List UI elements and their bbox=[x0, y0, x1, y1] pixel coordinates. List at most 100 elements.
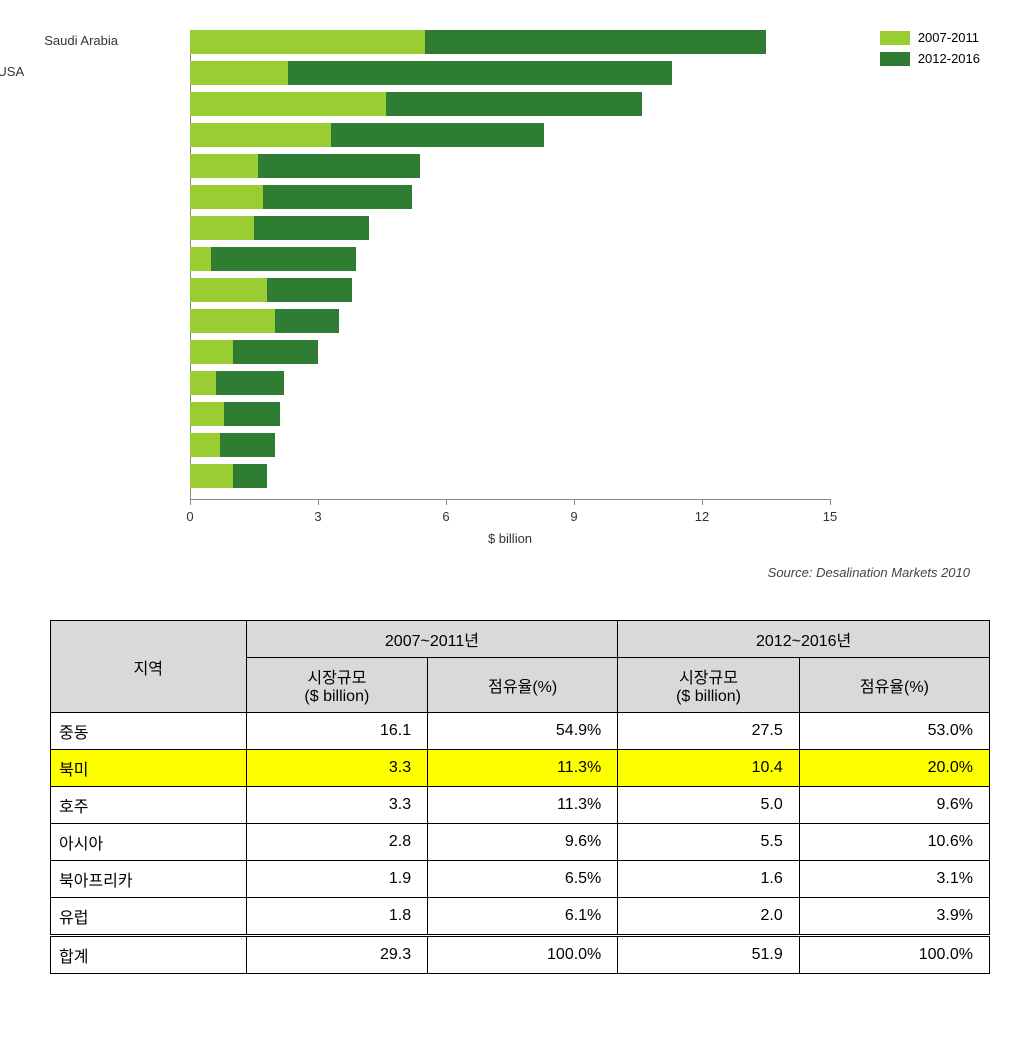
bar-segment bbox=[220, 433, 275, 457]
cell-share1: 11.3% bbox=[428, 787, 618, 824]
table-row: 아시아2.89.6%5.510.6% bbox=[51, 824, 990, 861]
col-group2-header: 2012~2016년 bbox=[618, 621, 990, 658]
bar-segment bbox=[233, 340, 318, 364]
legend-item: 2007-2011 bbox=[880, 30, 980, 45]
cell-share2: 100.0% bbox=[799, 936, 989, 974]
bar-segment bbox=[263, 185, 412, 209]
market-table: 지역 2007~2011년 2012~2016년 시장규모($ billion)… bbox=[50, 620, 990, 974]
table-total-row: 합계29.3100.0%51.9100.0% bbox=[51, 936, 990, 974]
bar-segment bbox=[190, 278, 267, 302]
cell-size1: 29.3 bbox=[246, 936, 427, 974]
cell-size2: 51.9 bbox=[618, 936, 799, 974]
bar-row: Israel bbox=[190, 216, 369, 240]
x-tick bbox=[830, 499, 831, 505]
x-tick-label: 3 bbox=[314, 509, 321, 524]
cell-size1: 2.8 bbox=[246, 824, 427, 861]
bar-segment bbox=[190, 309, 275, 333]
bar-row: UAE bbox=[190, 92, 642, 116]
cell-share1: 6.5% bbox=[428, 861, 618, 898]
cell-region: 호주 bbox=[51, 787, 247, 824]
x-axis-title: $ billion bbox=[488, 531, 532, 546]
table-row: 중동16.154.9%27.553.0% bbox=[51, 713, 990, 750]
bar-segment bbox=[190, 340, 233, 364]
col-share2-header: 점유율(%) bbox=[799, 658, 989, 713]
cell-share2: 53.0% bbox=[799, 713, 989, 750]
cell-size2: 5.5 bbox=[618, 824, 799, 861]
cell-size1: 3.3 bbox=[246, 787, 427, 824]
bar-segment bbox=[267, 278, 352, 302]
table-row: 호주3.311.3%5.09.6% bbox=[51, 787, 990, 824]
bar-segment bbox=[258, 154, 420, 178]
bar-row: Australia bbox=[190, 123, 544, 147]
legend-item: 2012-2016 bbox=[880, 51, 980, 66]
cell-size1: 1.8 bbox=[246, 898, 427, 936]
col-group1-header: 2007~2011년 bbox=[246, 621, 618, 658]
cell-share1: 54.9% bbox=[428, 713, 618, 750]
x-tick bbox=[702, 499, 703, 505]
cell-region: 유럽 bbox=[51, 898, 247, 936]
bar-segment bbox=[190, 30, 425, 54]
bar-segment bbox=[216, 371, 284, 395]
cell-region: 북미 bbox=[51, 750, 247, 787]
bar-row: India bbox=[190, 340, 318, 364]
col-size2-header: 시장규모($ billion) bbox=[618, 658, 799, 713]
chart-source: Source: Desalination Markets 2010 bbox=[768, 565, 970, 580]
bar-row: USA bbox=[190, 61, 672, 85]
bar-segment bbox=[190, 433, 220, 457]
cell-size2: 27.5 bbox=[618, 713, 799, 750]
bar-segment bbox=[254, 216, 369, 240]
legend-label: 2007-2011 bbox=[918, 30, 979, 45]
bar-segment bbox=[190, 402, 224, 426]
x-tick-label: 12 bbox=[695, 509, 709, 524]
bar-segment bbox=[190, 216, 254, 240]
x-tick bbox=[190, 499, 191, 505]
cell-share2: 3.9% bbox=[799, 898, 989, 936]
x-tick bbox=[318, 499, 319, 505]
cell-share1: 6.1% bbox=[428, 898, 618, 936]
bar-segment bbox=[190, 61, 288, 85]
desalination-bar-chart: Saudi Arabia USA UAE Australia China Kuwait Is… bbox=[20, 20, 1000, 560]
cell-share1: 100.0% bbox=[428, 936, 618, 974]
bar-row: Qatar bbox=[190, 464, 267, 488]
x-axis-line bbox=[190, 499, 830, 500]
x-tick-label: 15 bbox=[823, 509, 837, 524]
bar-segment bbox=[190, 123, 331, 147]
table-row: 북아프리카1.96.5%1.63.1% bbox=[51, 861, 990, 898]
table-row: 유럽1.86.1%2.03.9% bbox=[51, 898, 990, 936]
cell-share1: 11.3% bbox=[428, 750, 618, 787]
bar-segment bbox=[224, 402, 279, 426]
bar-segment bbox=[190, 371, 216, 395]
cell-size1: 1.9 bbox=[246, 861, 427, 898]
bar-segment bbox=[275, 309, 339, 333]
cell-share2: 20.0% bbox=[799, 750, 989, 787]
col-size1-header: 시장규모($ billion) bbox=[246, 658, 427, 713]
table-row: 북미3.311.3%10.420.0% bbox=[51, 750, 990, 787]
bar-segment bbox=[386, 92, 642, 116]
bar-row: Oman bbox=[190, 433, 275, 457]
bar-segment bbox=[233, 464, 267, 488]
bar-segment bbox=[211, 247, 356, 271]
bar-row: Libya bbox=[190, 247, 356, 271]
x-tick-label: 0 bbox=[186, 509, 193, 524]
cell-share2: 10.6% bbox=[799, 824, 989, 861]
cell-region: 중동 bbox=[51, 713, 247, 750]
cell-share2: 3.1% bbox=[799, 861, 989, 898]
bar-label: Saudi Arabia bbox=[0, 33, 118, 48]
x-tick-label: 9 bbox=[570, 509, 577, 524]
chart-legend: 2007-2011 2012-2016 bbox=[880, 30, 980, 72]
bar-row: Saudi Arabia bbox=[190, 30, 766, 54]
cell-region: 북아프리카 bbox=[51, 861, 247, 898]
bar-segment bbox=[288, 61, 672, 85]
bar-row: Caribbean bbox=[190, 402, 280, 426]
bar-row: China bbox=[190, 154, 420, 178]
x-tick bbox=[574, 499, 575, 505]
col-region-header: 지역 bbox=[51, 621, 247, 713]
bar-row: Algeria bbox=[190, 309, 339, 333]
cell-share2: 9.6% bbox=[799, 787, 989, 824]
cell-size1: 3.3 bbox=[246, 750, 427, 787]
bar-row: Kuwait bbox=[190, 185, 412, 209]
cell-region: 아시아 bbox=[51, 824, 247, 861]
legend-swatch bbox=[880, 31, 910, 45]
cell-size1: 16.1 bbox=[246, 713, 427, 750]
cell-share1: 9.6% bbox=[428, 824, 618, 861]
